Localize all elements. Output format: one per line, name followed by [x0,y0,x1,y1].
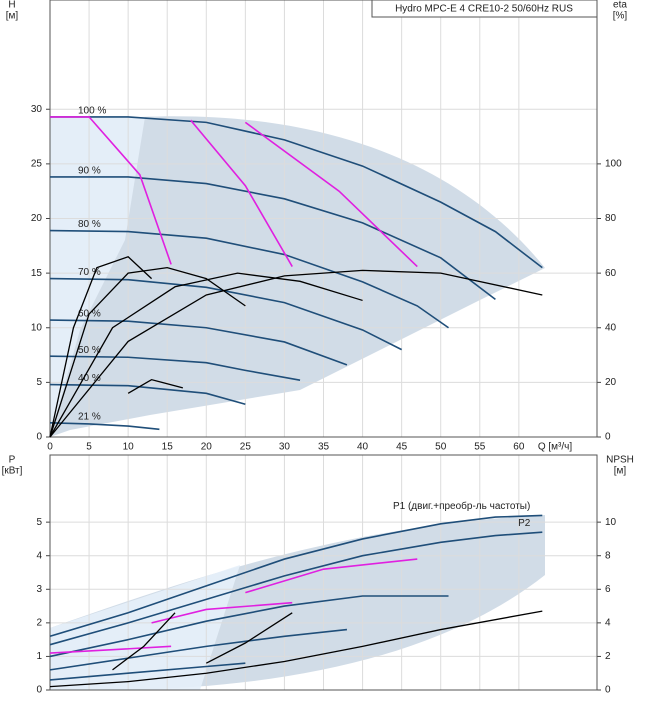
x-tick-label: 20 [201,442,213,453]
series-label: 21 % [78,411,101,422]
series-line [49,319,348,366]
x-tick-label: 60 [513,442,525,453]
series-line [49,255,153,438]
y2-axis-label: NPSH [606,455,634,466]
y-tick-label: 5 [36,517,42,528]
y2-tick-label: 60 [605,268,617,279]
x-tick-label: 50 [435,442,447,453]
y2-tick-label: 4 [605,617,611,628]
series-line [245,558,418,594]
y-tick-label: 0 [36,432,42,443]
series-line [127,378,184,394]
y2-tick-label: 0 [605,685,611,696]
series-line [49,645,172,654]
plot-frame [49,0,598,438]
series-line [49,610,543,688]
x-tick-label: 55 [474,442,486,453]
y-tick-label: 1 [36,651,42,662]
x-tick-label: 10 [123,442,135,453]
series-line [49,266,246,438]
y2-tick-label: 2 [605,651,611,662]
y-tick-label: 10 [31,322,43,333]
y2-tick-label: 10 [605,517,617,528]
series-line [49,277,403,351]
series-line [49,595,449,658]
x-tick-label: 40 [357,442,369,453]
y-tick-label: 3 [36,584,42,595]
x-tick-label: 35 [318,442,330,453]
y2-tick-label: 6 [605,584,611,595]
series-line [244,121,418,268]
series-line [49,662,246,681]
series-line [49,272,363,438]
series-label: 40 % [78,373,101,384]
x-tick-label: 15 [162,442,174,453]
y-tick-label: 15 [31,268,43,279]
series-line [49,355,301,381]
y2-tick-label: 0 [605,432,611,443]
x-axis-label: Q [м³/ч] [538,442,573,453]
series-line [49,421,160,431]
x-tick-label: 25 [240,442,252,453]
x-tick-label: 5 [86,442,92,453]
y2-axis-label: [%] [613,11,628,22]
series-line [205,612,293,664]
y-tick-label: 30 [31,104,43,115]
y2-tick-label: 80 [605,213,617,224]
x-tick-label: 0 [47,442,53,453]
title-box [371,0,598,18]
series-label: 80 % [78,219,101,230]
x-tick-label: 45 [396,442,408,453]
y2-tick-label: 20 [605,377,617,388]
plot-frame [49,454,598,691]
operating-area [50,116,545,690]
series-label: 100 % [78,106,106,117]
y-axis-label: [кВт] [2,466,23,477]
x-tick-label: 30 [279,442,291,453]
series-line [49,628,348,671]
series-label: 90 % [78,166,101,177]
series-label: 50 % [78,345,101,356]
y-axis-label: H [8,0,15,11]
y-axis-label: [м] [6,11,19,22]
chart-title: Hydro MPC-E 4 CRE10-2 50/60Hz RUS [395,4,573,15]
y2-tick-label: 40 [605,322,617,333]
y-tick-label: 2 [36,617,42,628]
y-tick-label: 20 [31,213,43,224]
y2-axis-label: [м] [614,466,627,477]
series-line [50,116,543,269]
series-line [49,383,246,405]
y2-axis-label: eta [613,0,627,11]
y-tick-label: 25 [31,159,43,170]
y-axis-label: P [9,455,16,466]
series-line [49,269,543,438]
series-label: P1 (двиг.+преобр-ль частоты) [393,500,530,512]
series-label: 70 % [78,267,101,278]
y-tick-label: 0 [36,685,42,696]
y-tick-label: 5 [36,377,42,388]
series-line [49,531,543,646]
y-tick-label: 4 [36,550,42,561]
series-label: P2 [518,518,531,529]
y2-tick-label: 100 [605,159,622,170]
series-line [112,612,176,671]
series-line [50,116,172,265]
series-line [190,119,293,267]
y2-tick-label: 8 [605,550,611,561]
series-line [49,514,543,638]
series-line [50,176,496,300]
